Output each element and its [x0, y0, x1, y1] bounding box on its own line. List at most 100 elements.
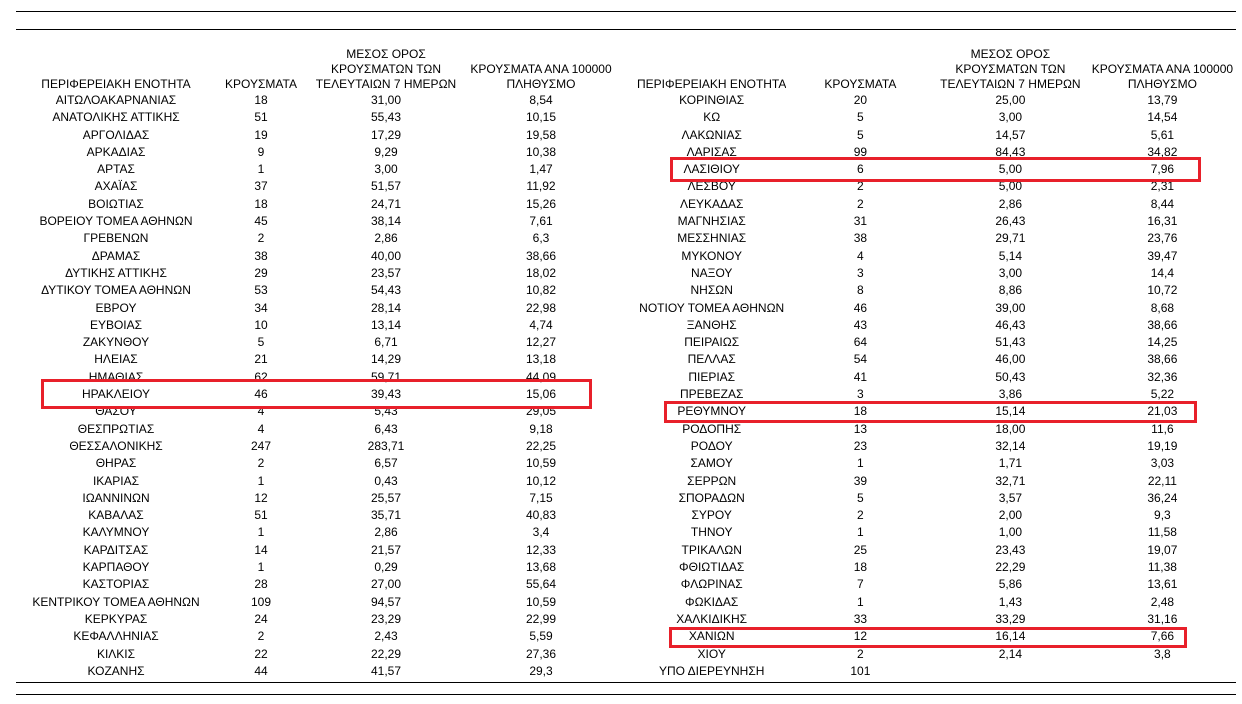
table-row: ΜΑΓΝΗΣΙΑΣ 31 26,43 16,31 [637, 213, 1238, 230]
cases-cell: 5 [257, 335, 265, 350]
avg-7-days-cell: 3,57 [998, 490, 1023, 505]
region-cell: ΘΑΣΟΥ [95, 404, 137, 419]
header-avg-line: ΚΡΟΥΣΜΑΤΩΝ ΤΩΝ [330, 62, 442, 76]
header-avg-line: ΜΕΣΟΣ ΟΡΟΣ [970, 47, 1051, 61]
region-cell: ΠΕΛΛΑΣ [687, 352, 736, 367]
table-row: ΒΟΡΕΙΟΥ ΤΟΜΕΑ ΑΘΗΝΩΝ 45 38,14 7,61 [16, 213, 616, 230]
table-row: ΝΗΣΩΝ 8 8,86 10,72 [637, 282, 1238, 299]
table-row: ΣΕΡΡΩΝ 39 32,71 22,11 [637, 473, 1238, 490]
per-100k-cell: 11,6 [1151, 421, 1174, 436]
table-row: ΔΥΤΙΚΗΣ ΑΤΤΙΚΗΣ 29 23,57 18,02 [16, 265, 616, 282]
cases-cell: 12 [853, 629, 868, 644]
avg-7-days-cell: 283,71 [367, 438, 405, 453]
avg-7-days-cell: 2,86 [374, 231, 398, 246]
cases-cell: 101 [850, 663, 871, 678]
avg-7-days-cell: 1,71 [998, 456, 1023, 471]
cases-cell: 22 [254, 646, 268, 661]
avg-7-days-cell: 51,43 [995, 335, 1026, 350]
region-cell: ΧΑΛΚΙΔΙΚΗΣ [676, 611, 748, 626]
region-cell: ΒΟΡΕΙΟΥ ΤΟΜΕΑ ΑΘΗΝΩΝ [39, 214, 193, 229]
table-row: ΘΗΡΑΣ 2 6,57 10,59 [16, 455, 616, 472]
cases-cell: 34 [254, 300, 268, 315]
avg-7-days-cell: 94,57 [370, 594, 402, 609]
region-cell: ΕΥΒΟΙΑΣ [89, 317, 143, 332]
cases-cell: 53 [254, 283, 268, 298]
avg-7-days-cell: 5,14 [998, 248, 1023, 263]
per-100k-cell: 15,26 [525, 196, 557, 211]
cases-cell: 51 [254, 508, 268, 523]
table-row: ΧΑΝΙΩΝ 12 16,14 7,66 [637, 628, 1238, 645]
table-row: ΑΡΓΟΛΙΔΑΣ 19 17,29 19,58 [16, 127, 616, 144]
avg-7-days-cell: 2,00 [998, 508, 1023, 523]
table-row: ΧΙΟΥ 2 2,14 3,8 [637, 646, 1238, 663]
avg-7-days-cell: 40,00 [370, 248, 402, 263]
header-cases-per-100k: ΚΡΟΥΣΜΑΤΑ ΑΝΑ 100000 ΠΛΗΘΥΣΜΟ [466, 30, 616, 92]
per-100k-cell: 5,59 [529, 629, 553, 644]
region-cell: ΒΟΙΩΤΙΑΣ [88, 196, 144, 211]
region-cell: ΓΡΕΒΕΝΩΝ [83, 231, 149, 246]
region-cell: ΛΑΡΙΣΑΣ [686, 144, 737, 159]
top-rule-outer [16, 11, 1236, 12]
per-100k-cell: 19,58 [525, 127, 557, 142]
cases-cell: 25 [853, 542, 868, 557]
table-row: ΚΑΒΑΛΑΣ 51 35,71 40,83 [16, 507, 616, 524]
avg-7-days-cell [934, 663, 1086, 680]
cases-cell: 46 [254, 387, 268, 402]
table-row: ΚΙΛΚΙΣ 22 22,29 27,36 [16, 646, 616, 663]
table-row: ΓΡΕΒΕΝΩΝ 2 2,86 6,3 [16, 230, 616, 247]
region-cell: ΙΩΑΝΝΙΝΩΝ [82, 490, 150, 505]
cases-cell: 12 [254, 490, 268, 505]
region-cell: ΝΟΤΙΟΥ ΤΟΜΕΑ ΑΘΗΝΩΝ [639, 300, 785, 315]
avg-7-days-cell: 6,43 [374, 421, 398, 436]
per-100k-cell: 3,03 [1150, 456, 1175, 471]
region-cell: ΛΕΣΒΟΥ [687, 179, 736, 194]
header-cases: ΚΡΟΥΣΜΑΤΑ [225, 77, 297, 91]
region-cell: ΗΡΑΚΛΕΙΟΥ [81, 387, 151, 402]
left-table-body: ΑΙΤΩΛΟΑΚΑΡΝΑΝΙΑΣ 18 31,00 8,54 ΑΝΑΤΟΛΙΚΗΣ ΑΤ… [16, 92, 616, 680]
cases-cell: 109 [250, 594, 272, 609]
per-100k-cell: 11,38 [1147, 560, 1177, 575]
per-100k-cell: 29,05 [525, 404, 557, 419]
top-rule-inner [16, 29, 1236, 30]
avg-7-days-cell: 54,43 [370, 283, 402, 298]
table-row: ΝΟΤΙΟΥ ΤΟΜΕΑ ΑΘΗΝΩΝ 46 39,00 8,68 [637, 300, 1238, 317]
avg-7-days-cell: 2,86 [374, 525, 398, 540]
avg-7-days-cell: 27,00 [370, 577, 402, 592]
cases-cell: 7 [857, 577, 864, 592]
header-avg-line: ΚΡΟΥΣΜΑΤΩΝ ΤΩΝ [955, 62, 1066, 76]
header-avg-line: ΤΕΛΕΥΤΑΙΩΝ 7 ΗΜΕΡΩΝ [940, 77, 1081, 91]
right-header-row: ΠΕΡΙΦΕΡΕΙΑΚΗ ΕΝΟΤΗΤΑ ΚΡΟΥΣΜΑΤΑ ΜΕΣΟΣ ΟΡΟ… [637, 30, 1238, 92]
cases-cell: 18 [853, 404, 868, 419]
region-cell: ΣΠΟΡΑΔΩΝ [678, 490, 745, 505]
header-cases: ΚΡΟΥΣΜΑΤΑ [824, 77, 897, 91]
cases-cell: 44 [254, 663, 268, 678]
cases-cell: 1 [257, 162, 265, 177]
table-row: ΤΗΝΟΥ 1 1,00 11,58 [637, 524, 1238, 541]
cases-cell: 2 [257, 231, 265, 246]
avg-7-days-cell: 25,00 [995, 93, 1026, 107]
table-row: ΗΜΑΘΙΑΣ 62 59,71 44,09 [16, 369, 616, 386]
header-region: ΠΕΡΙΦΕΡΕΙΑΚΗ ΕΝΟΤΗΤΑ [41, 77, 191, 91]
table-row: ΚΑΣΤΟΡΙΑΣ 28 27,00 55,64 [16, 576, 616, 593]
cases-cell: 4 [257, 421, 265, 436]
table-row: ΦΛΩΡΙΝΑΣ 7 5,86 13,61 [637, 576, 1238, 593]
per-100k-cell: 2,48 [1150, 594, 1175, 609]
per-100k-cell: 39,47 [1147, 248, 1178, 263]
avg-7-days-cell: 18,00 [995, 421, 1026, 436]
header-per100k-line: ΠΛΗΘΥΣΜΟ [506, 77, 576, 91]
per-100k-cell: 14,54 [1147, 110, 1178, 125]
table-row: ΜΥΚΟΝΟΥ 4 5,14 39,47 [637, 248, 1238, 265]
cases-cell: 2 [857, 179, 864, 194]
per-100k-cell: 19,07 [1147, 542, 1178, 557]
region-cell: ΚΑΛΥΜΝΟΥ [82, 525, 150, 540]
cases-cell: 28 [254, 577, 268, 592]
region-cell: ΣΕΡΡΩΝ [687, 473, 737, 488]
region-cell: ΜΥΚΟΝΟΥ [681, 248, 742, 263]
table-row: ΠΕΙΡΑΙΩΣ 64 51,43 14,25 [637, 334, 1238, 351]
table-row: ΚΕΡΚΥΡΑΣ 24 23,29 22,99 [16, 611, 616, 628]
per-100k-cell: 15,06 [525, 387, 557, 402]
avg-7-days-cell: 16,14 [995, 629, 1026, 644]
region-cell: ΜΕΣΣΗΝΙΑΣ [677, 231, 747, 246]
table-row: ΕΥΒΟΙΑΣ 10 13,14 4,74 [16, 317, 616, 334]
avg-7-days-cell: 22,29 [995, 560, 1026, 575]
